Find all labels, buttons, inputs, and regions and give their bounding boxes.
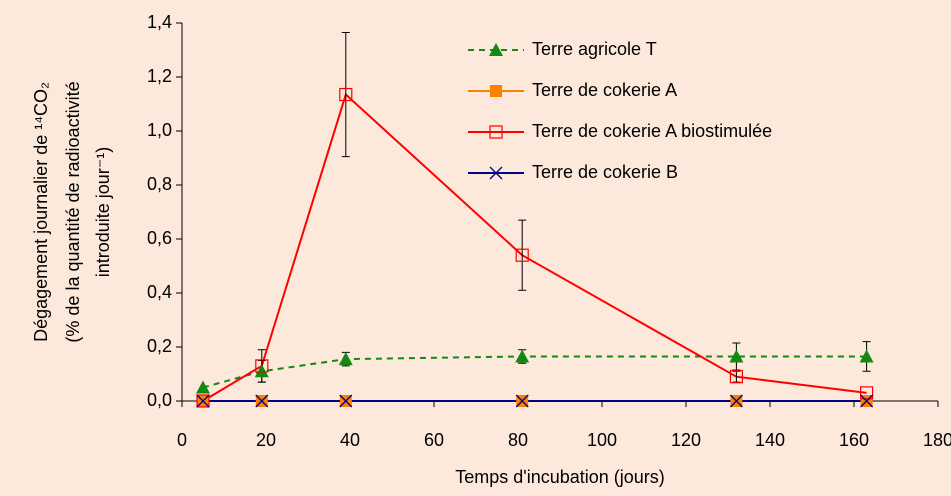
series-line (202, 92, 867, 402)
marker (196, 380, 210, 394)
y-axis-label-line: introduite jour⁻¹) (93, 147, 113, 278)
marker (515, 349, 530, 363)
x-tick-label: 140 (755, 430, 785, 450)
marker (255, 359, 269, 373)
marker (729, 394, 743, 408)
x-axis-label: Temps d'incubation (jours) (455, 467, 665, 487)
x-tick-label: 80 (508, 430, 528, 450)
y-axis-label: Dégagement journalier de ¹⁴CO₂ (% de la … (31, 81, 113, 342)
error-bar-line (341, 31, 350, 158)
y-tick-label: 0,2 (147, 336, 172, 356)
series-line (202, 355, 867, 389)
marker (338, 352, 353, 366)
legend-label: Terre de cokerie B (532, 162, 678, 182)
marker (859, 386, 874, 400)
y-axis-label-line: Dégagement journalier de ¹⁴CO₂ (31, 82, 51, 342)
x-tick-label: 0 (177, 430, 187, 450)
x-tick-label: 20 (256, 430, 276, 450)
marker (254, 364, 269, 378)
marker (196, 394, 210, 408)
marker (255, 394, 269, 408)
y-tick-label: 0,6 (147, 228, 172, 248)
legend-label: Terre de cokerie A biostimulée (532, 121, 772, 141)
x-tick-label: 160 (839, 430, 869, 450)
error-bar-line (518, 219, 527, 291)
marker (729, 349, 744, 363)
marker (860, 394, 874, 408)
marker (729, 370, 744, 384)
x-tick-label: 100 (587, 430, 617, 450)
x-tick-label: 40 (340, 430, 360, 450)
y-axis-label-line: (% de la quantité de radioactivité (63, 81, 83, 342)
legend-marker (489, 43, 503, 56)
legend-label: Terre de cokerie A (532, 80, 677, 100)
y-tick-label: 1,2 (147, 66, 172, 86)
y-tick-label: 1,0 (147, 120, 172, 140)
error-bar (518, 219, 527, 291)
x-tick-label: 120 (671, 430, 701, 450)
marker (859, 349, 874, 363)
x-tick-label: 60 (424, 430, 444, 450)
marker (515, 248, 529, 262)
legend-label: Terre agricole T (532, 39, 657, 59)
legend-marker (489, 166, 503, 180)
y-tick-label: 0,0 (147, 390, 172, 410)
legend-marker (489, 125, 503, 139)
marker (515, 394, 529, 408)
legend-marker (490, 85, 502, 97)
y-tick-label: 0,8 (147, 174, 172, 194)
x-tick-label: 180 (923, 430, 951, 450)
marker (339, 87, 353, 102)
y-tick-label: 0,4 (147, 282, 172, 302)
error-bar (341, 31, 350, 158)
marker (196, 394, 210, 408)
y-tick-label: 1,4 (147, 12, 172, 32)
marker (339, 394, 353, 408)
